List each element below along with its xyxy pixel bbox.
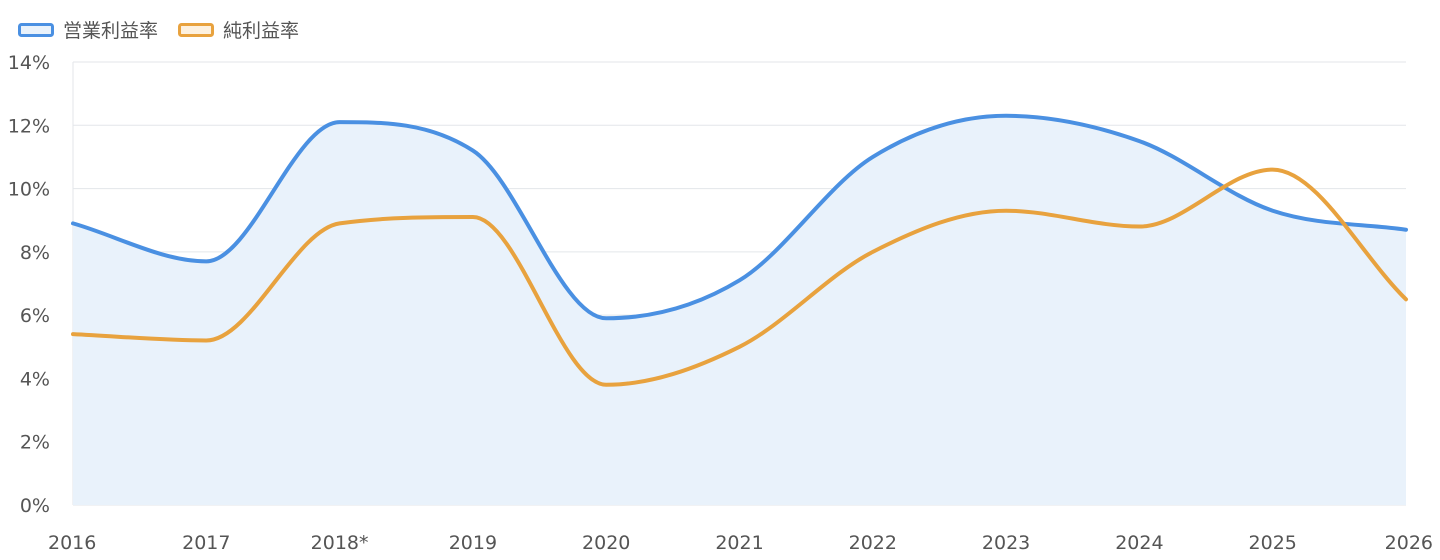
data-point-1-2[interactable]: [337, 220, 343, 226]
series-line-0: [71, 113, 1408, 321]
data-point-0-2[interactable]: [337, 119, 343, 125]
y-tick-label: 12%: [8, 115, 50, 137]
data-point-0-7[interactable]: [1003, 113, 1009, 119]
legend: 営業利益率 純利益率: [18, 20, 300, 42]
data-point-1-6[interactable]: [870, 249, 876, 255]
x-tick-label: 2022: [849, 532, 897, 554]
data-point-0-6[interactable]: [870, 154, 876, 160]
data-point-1-5[interactable]: [737, 344, 743, 350]
area-fills: [73, 115, 1406, 505]
data-point-1-10[interactable]: [1403, 296, 1409, 302]
x-tick-label: 2021: [715, 532, 763, 554]
legend-item-1[interactable]: 純利益率: [178, 20, 300, 42]
x-tick-label: 2023: [982, 532, 1030, 554]
x-tick-label: 2018*: [311, 532, 369, 554]
data-point-1-1[interactable]: [203, 337, 209, 343]
legend-swatch: [18, 23, 54, 37]
data-point-1-7[interactable]: [1003, 208, 1009, 214]
legend-item-0[interactable]: 営業利益率: [18, 20, 159, 42]
data-point-1-8[interactable]: [1136, 224, 1142, 230]
data-point-0-4[interactable]: [603, 315, 609, 321]
data-point-1-0[interactable]: [70, 331, 76, 337]
data-point-0-3[interactable]: [470, 148, 476, 154]
y-tick-label: 2%: [20, 432, 50, 454]
y-axis: 0% 2% 4% 6% 8% 10% 12% 14%: [8, 52, 50, 517]
y-tick-label: 14%: [8, 52, 50, 74]
series-lines: [70, 113, 1409, 388]
x-tick-label: 2026: [1385, 532, 1433, 554]
series-area-0: [73, 115, 1406, 505]
x-tick-label: 2020: [582, 532, 630, 554]
y-tick-label: 8%: [20, 242, 50, 264]
legend-label: 純利益率: [223, 20, 299, 42]
x-tick-label: 2016: [48, 532, 96, 554]
x-axis: 2016 2017 2018* 2019 2020 2021 2022 2023 2024 202…: [48, 532, 1433, 554]
y-tick-label: 0%: [20, 495, 50, 517]
y-tick-label: 10%: [8, 179, 50, 201]
x-tick-label: 2024: [1115, 532, 1163, 554]
y-tick-label: 4%: [20, 368, 50, 390]
data-point-0-5[interactable]: [737, 277, 743, 283]
legend-swatch: [178, 23, 215, 37]
data-point-1-3[interactable]: [470, 214, 476, 220]
data-point-1-9[interactable]: [1270, 167, 1276, 173]
data-point-0-1[interactable]: [203, 258, 209, 264]
legend-label: 営業利益率: [63, 20, 158, 42]
data-point-0-9[interactable]: [1270, 208, 1276, 214]
x-tick-label: 2019: [449, 532, 497, 554]
x-tick-label: 2025: [1249, 532, 1297, 554]
data-point-0-10[interactable]: [1403, 227, 1409, 233]
data-point-0-8[interactable]: [1136, 138, 1142, 144]
y-tick-label: 6%: [20, 305, 50, 327]
data-point-1-4[interactable]: [603, 382, 609, 388]
series-line-1: [71, 167, 1408, 387]
data-point-0-0[interactable]: [70, 220, 76, 226]
x-tick-label: 2017: [182, 532, 230, 554]
